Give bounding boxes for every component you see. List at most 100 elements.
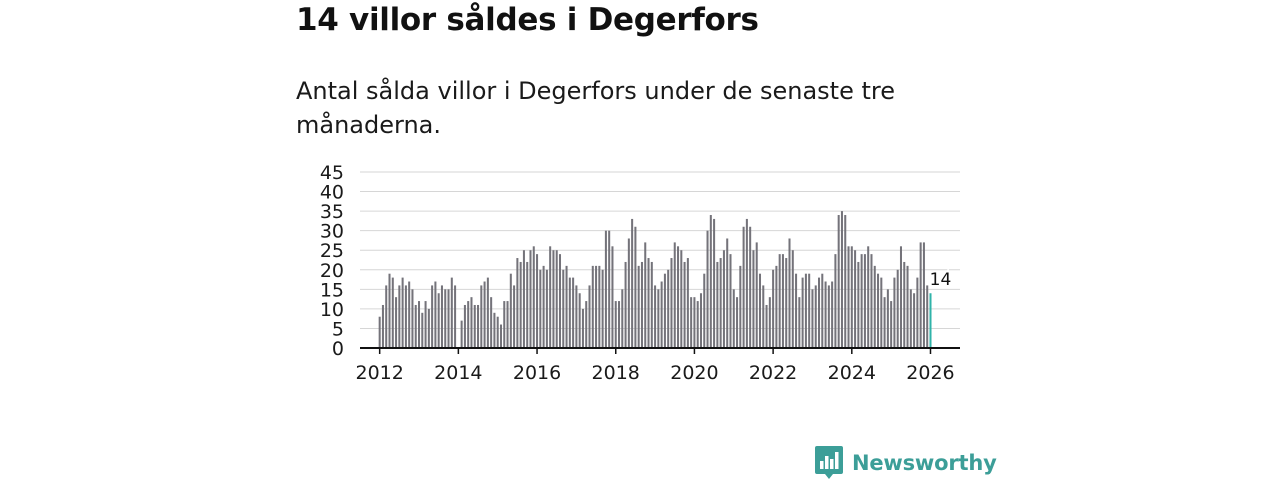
bar: [421, 312, 424, 348]
bar: [804, 273, 807, 348]
bar: [463, 304, 466, 348]
bar: [890, 301, 893, 348]
bar: [886, 289, 889, 348]
bar: [654, 285, 657, 348]
bar: [624, 261, 627, 348]
bar: [860, 254, 863, 348]
bar: [454, 285, 457, 348]
y-tick-label: 40: [320, 182, 344, 204]
bar: [611, 246, 614, 348]
bar: [785, 258, 788, 348]
bar: [483, 281, 486, 348]
bar: [460, 320, 463, 348]
bar: [699, 293, 702, 348]
bar: [418, 301, 421, 348]
bar: [480, 285, 483, 348]
bar: [716, 261, 719, 348]
bar: [788, 238, 791, 348]
bar: [709, 215, 712, 348]
bar: [775, 265, 778, 348]
bar: [499, 324, 502, 348]
bar: [398, 285, 401, 348]
bar: [706, 230, 709, 348]
bar: [618, 301, 621, 348]
bar: [880, 277, 883, 348]
bar: [516, 258, 519, 348]
bar: [565, 265, 568, 348]
bar: [486, 277, 489, 348]
y-tick-label: 45: [320, 162, 344, 184]
bar: [837, 215, 840, 348]
bar: [795, 273, 798, 348]
x-tick-label: 2014: [434, 362, 482, 384]
bar: [509, 273, 512, 348]
x-tick-label: 2016: [513, 362, 561, 384]
bar: [427, 308, 430, 348]
page-title: 14 villor såldes i Degerfors: [296, 2, 759, 38]
bar: [713, 218, 716, 348]
bar: [745, 218, 748, 348]
bar: [496, 316, 499, 348]
bar: [631, 218, 634, 348]
bar: [395, 297, 398, 348]
bar: [824, 281, 827, 348]
bar: [831, 281, 834, 348]
bar: [883, 297, 886, 348]
bar: [558, 254, 562, 348]
bar: [539, 269, 542, 348]
bar: [919, 242, 922, 348]
bar: [736, 297, 739, 348]
bar: [591, 265, 594, 348]
bar: [670, 258, 673, 348]
bar: [742, 226, 745, 348]
bar: [506, 301, 509, 348]
bar: [719, 258, 722, 348]
bar: [752, 250, 755, 348]
bar: [401, 277, 404, 348]
bar: [424, 301, 427, 348]
x-tick-label: 2022: [749, 362, 797, 384]
bar: [529, 250, 532, 348]
bar: [545, 269, 548, 348]
bar: [388, 273, 391, 348]
bar: [627, 238, 630, 348]
bar: [542, 265, 545, 348]
bar: [867, 246, 870, 348]
bar: [772, 269, 775, 348]
bar: [503, 301, 506, 348]
x-tick-label: 2018: [592, 362, 640, 384]
brand-name: Newsworthy: [852, 451, 997, 475]
brand-logo[interactable]: Newsworthy: [815, 446, 997, 480]
bar: [581, 308, 584, 348]
bar: [408, 281, 411, 348]
bar: [552, 250, 555, 348]
bar: [650, 261, 653, 348]
y-tick-label: 20: [320, 260, 344, 282]
bar: [893, 277, 896, 348]
bar: [473, 304, 476, 348]
bar: [821, 273, 824, 348]
bar-highlight: [929, 293, 932, 348]
bar: [808, 273, 811, 348]
bar: [762, 285, 765, 348]
bar: [437, 293, 440, 348]
bar: [913, 293, 916, 348]
bar: [578, 293, 581, 348]
bar: [549, 246, 552, 348]
bar: [696, 301, 699, 348]
bar: [768, 297, 771, 348]
bar: [536, 254, 539, 348]
bar: [595, 265, 598, 348]
bar: [909, 289, 912, 348]
bar: [470, 297, 473, 348]
bar: [693, 297, 696, 348]
bar: [601, 269, 604, 348]
bar: [378, 316, 381, 348]
bar: [391, 277, 394, 348]
bar: [519, 261, 522, 348]
bar: [814, 285, 817, 348]
bar: [818, 277, 821, 348]
bar: [572, 277, 575, 348]
bar: [637, 265, 640, 348]
